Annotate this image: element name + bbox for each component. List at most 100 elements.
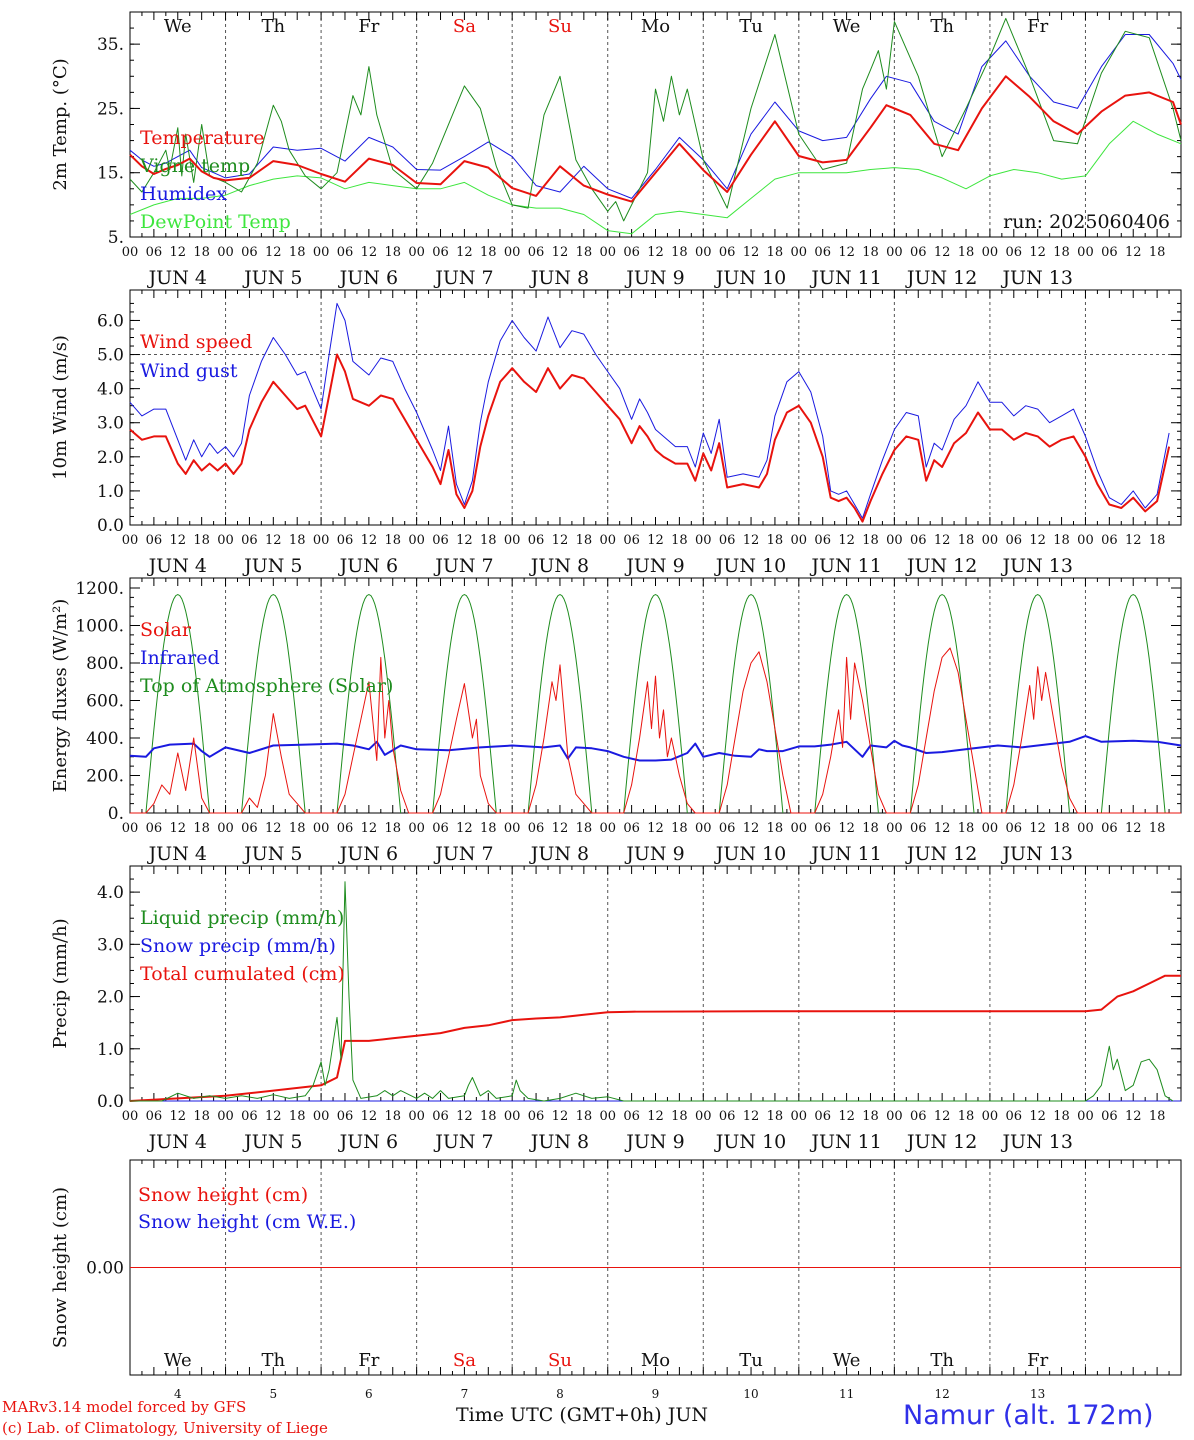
weekday-label: We [833,1350,861,1371]
date-label: JUN 13 [1000,1131,1072,1153]
weekday-label: We [164,16,192,37]
y-tick-label: 200. [86,767,124,787]
panel-temperature: 5. 15. 25. 35. 2m Temp. (°C) We Th Fr Sa Su Mo Tu We… [50,11,1182,289]
hour-tick-label: 00 [313,1109,330,1124]
hour-tick-label: 12 [265,245,282,260]
series-line-total-cumulated-cm [129,974,1181,1102]
hour-tick-label: 12 [552,821,569,836]
hour-tick-label: 18 [1053,821,1070,836]
y-axis-title: 2m Temp. (°C) [50,58,71,190]
weekday-label: We [164,1350,192,1371]
weekday-label: Th [930,16,954,37]
hour-tick-label: 06 [146,1109,163,1124]
hour-tick-label: 00 [1077,821,1094,836]
day-number-label: 11 [839,1387,854,1401]
toa-solar-line [432,594,497,814]
hour-tick-label: 18 [1149,245,1166,260]
hour-tick-label: 00 [217,245,234,260]
hour-tick-label: 00 [695,245,712,260]
y-tick-label: 2.0 [97,448,124,468]
hour-tick-label: 00 [886,1109,903,1124]
hour-tick-label: 18 [193,245,210,260]
hour-tick-label: 06 [1101,533,1118,548]
hour-tick-label: 12 [1029,533,1046,548]
hour-tick-label: 06 [337,821,354,836]
date-label: JUN 11 [809,555,881,577]
date-label: JUN 4 [147,843,207,865]
hour-tick-label: 18 [1149,533,1166,548]
series-line-wind-speed [129,353,1171,523]
hour-tick-label: 00 [886,245,903,260]
hour-tick-label: 06 [1006,245,1023,260]
hour-tick-label: 18 [289,1109,306,1124]
toa-solar-line [336,594,402,814]
y-tick-label: 0. [108,804,124,824]
hour-tick-label: 18 [767,245,784,260]
hour-tick-label: 18 [289,245,306,260]
weekday-label: Fr [358,16,379,37]
hour-tick-label: 18 [576,533,593,548]
y-tick-label: 1.0 [97,1040,124,1060]
hour-tick-label: 00 [504,245,521,260]
hour-tick-label: 18 [193,1109,210,1124]
hour-tick-label: 12 [1029,821,1046,836]
legend-entry: Wind speed [140,331,252,353]
weekday-label: Tu [739,1350,763,1371]
hour-tick-label: 00 [982,533,999,548]
hour-tick-label: 06 [1006,821,1023,836]
legend-entry: Humidex [140,183,227,205]
series-line-dewpoint-temp [129,120,1182,235]
hour-tick-label: 18 [862,533,879,548]
hour-tick-label: 06 [146,821,163,836]
legend-entry: Liquid precip (mm/h) [140,907,344,929]
hour-tick-label: 18 [480,533,497,548]
hour-tick-label: 00 [1077,1109,1094,1124]
hour-tick-label: 12 [743,533,760,548]
date-label: JUN 10 [714,267,786,289]
hour-tick-label: 12 [456,533,473,548]
legend-entry: Total cumulated (cm) [140,963,345,985]
toa-solar-line [145,594,211,814]
y-tick-label: 0.00 [86,1259,124,1279]
weekday-label: Fr [358,1350,379,1371]
date-label: JUN 5 [242,843,302,865]
hour-tick-label: 06 [1101,1109,1118,1124]
hour-tick-label: 06 [146,245,163,260]
date-label: JUN 10 [714,843,786,865]
toa-solar-line [1005,594,1070,814]
hour-tick-label: 06 [1101,245,1118,260]
hour-tick-label: 12 [934,245,951,260]
legend-entry: Vigne temp [139,155,250,177]
hour-tick-label: 06 [432,1109,449,1124]
day-number-label: 9 [652,1387,660,1401]
date-label: JUN 7 [433,1131,493,1153]
y-tick-label: 25. [97,99,124,119]
date-label: JUN 4 [147,1131,207,1153]
hour-tick-label: 06 [719,533,736,548]
hour-tick-label: 12 [265,821,282,836]
hour-tick-label: 18 [1053,1109,1070,1124]
hour-tick-label: 06 [910,533,927,548]
hour-tick-label: 06 [814,1109,831,1124]
date-label: JUN 12 [905,843,977,865]
hour-tick-label: 18 [384,533,401,548]
weekday-label: Su [548,1350,572,1371]
weekday-label: Th [262,16,286,37]
hour-tick-label: 18 [862,1109,879,1124]
hour-tick-label: 00 [313,245,330,260]
hour-tick-label: 18 [576,821,593,836]
y-axis-title: Snow height (cm) [50,1187,71,1348]
weekday-label: Sa [453,16,476,37]
hour-tick-label: 06 [910,821,927,836]
hour-tick-label: 12 [169,245,186,260]
hour-tick-label: 18 [958,1109,975,1124]
hour-tick-label: 12 [647,533,664,548]
hour-tick-label: 12 [647,1109,664,1124]
hour-tick-label: 12 [647,245,664,260]
date-label: JUN 8 [529,267,589,289]
hour-tick-label: 18 [1149,1109,1166,1124]
y-tick-label: 4.0 [97,883,124,903]
date-label: JUN 11 [809,267,881,289]
hour-tick-label: 06 [528,245,545,260]
